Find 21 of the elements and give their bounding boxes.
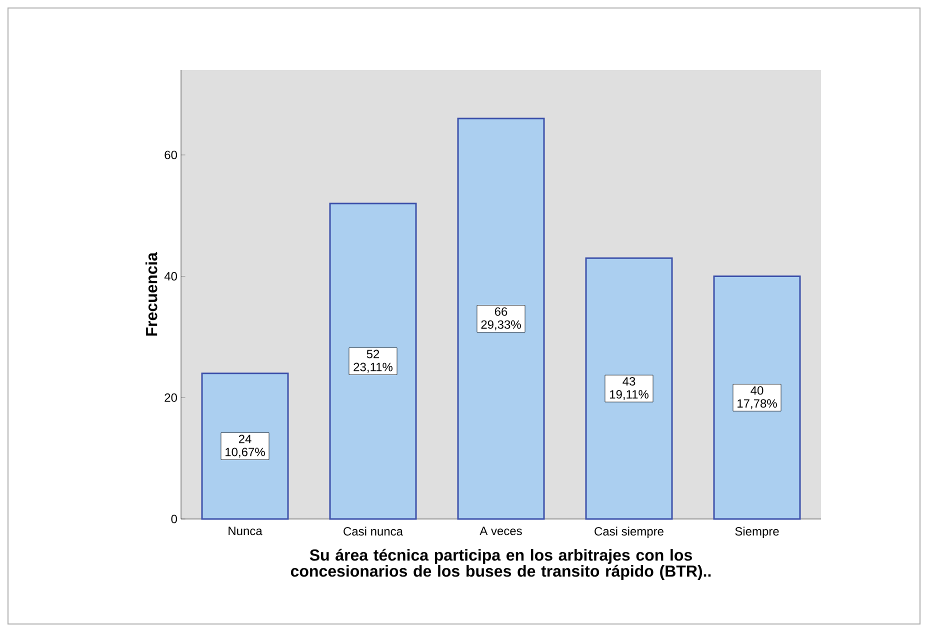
bar (713, 276, 801, 520)
bar (329, 202, 417, 520)
y-axis-title: Frecuencia (146, 252, 158, 336)
data-label: 40 17,78% (738, 386, 777, 410)
bar (585, 257, 673, 520)
x-tick-label: Nunca (228, 526, 262, 536)
x-tick-label: Casi siempre (594, 526, 664, 538)
bar (201, 372, 289, 520)
data-label: 43 19,11% (610, 377, 648, 400)
x-tick-label: A veces (480, 526, 522, 536)
y-tick-label: 40 (164, 272, 178, 281)
y-tick-label: 0 (171, 514, 178, 524)
x-axis-title: Su área técnica participa en los arbitrajes con los concesionarios de los buses de transito rápido (BTR).. (290, 548, 711, 580)
data-label: 24 10,67% (226, 434, 265, 458)
y-tick-label: 20 (164, 393, 178, 402)
y-tick-label: 60 (164, 150, 178, 160)
bar (457, 118, 545, 520)
x-tick-label: Siempre (735, 526, 779, 538)
data-label: 66 29,33% (481, 307, 521, 330)
data-label: 52 23,11% (354, 350, 392, 373)
x-tick-label: Casi nunca (344, 526, 403, 536)
